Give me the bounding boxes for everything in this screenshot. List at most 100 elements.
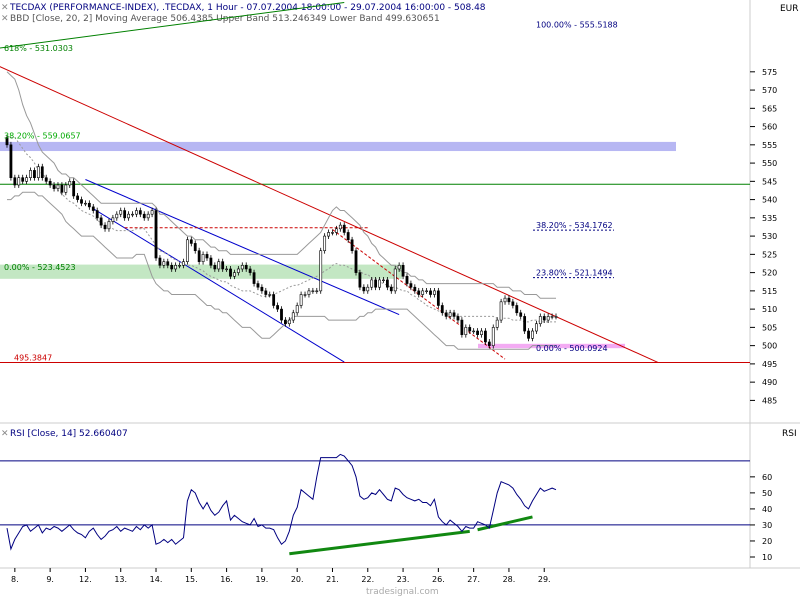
candle (378, 276, 381, 291)
candle-body (107, 221, 111, 230)
candle-body (9, 144, 13, 178)
candle (225, 266, 229, 272)
candle-body (464, 327, 468, 335)
candle-body (417, 290, 421, 295)
candle (252, 269, 256, 287)
candle (346, 229, 350, 243)
price-tick-label: 505 (762, 323, 777, 332)
candle (52, 182, 56, 192)
bb-label: BBD [Close, 20, 2] Moving Average 506.43… (10, 14, 440, 24)
candle-body (531, 330, 534, 339)
rsi-tick-label: 60 (762, 473, 772, 482)
candle-body (13, 177, 17, 186)
candle-body (295, 305, 299, 314)
candle-body (272, 294, 276, 306)
candle (511, 298, 515, 309)
candle-body (48, 181, 52, 186)
price-tick-label: 545 (762, 177, 777, 186)
candle-body (484, 330, 487, 343)
annotation-label: 23.80% - 521.1494 (536, 269, 613, 278)
candle-body (452, 312, 456, 317)
candle (425, 287, 428, 294)
candle (111, 214, 115, 225)
candle-body (52, 184, 56, 189)
candle-body (5, 137, 9, 146)
candle (264, 287, 268, 298)
candle-body (499, 301, 503, 321)
candle-body (84, 202, 87, 205)
candle-body (123, 210, 127, 219)
candle-body (331, 232, 334, 234)
candle (350, 236, 354, 254)
candle (197, 247, 201, 265)
candle-body (33, 170, 36, 178)
candle (193, 240, 197, 254)
rsi-series-line (6, 453, 557, 551)
candle (33, 167, 36, 181)
candle (17, 174, 21, 188)
annotation-label: 618% - 531.0303 (4, 44, 73, 53)
annotation-label: 100.00% - 555.5188 (536, 20, 618, 29)
price-tick-label: 525 (762, 250, 777, 259)
candle (103, 222, 107, 232)
date-tick-label: 29. (538, 575, 551, 584)
candle (95, 207, 99, 221)
candle-body (276, 305, 279, 310)
candle (240, 262, 244, 272)
date-tick-label: 20. (291, 575, 304, 584)
candle-body (64, 184, 68, 193)
candle-body (472, 330, 476, 333)
candle (158, 255, 162, 269)
candle-body (491, 327, 495, 346)
price-tick-label: 500 (762, 342, 777, 351)
candle-body (111, 217, 115, 222)
candle-body (534, 323, 538, 332)
candle (107, 218, 111, 232)
candle-body (440, 305, 444, 314)
candle-body (115, 213, 119, 219)
candle (456, 313, 460, 323)
candle (56, 182, 60, 192)
candle (531, 328, 534, 342)
candle-body (554, 316, 558, 318)
candle-body (119, 210, 123, 215)
candle-body (291, 312, 295, 321)
candle-body (389, 286, 393, 292)
candle-body (468, 327, 472, 332)
candle (217, 258, 221, 272)
candle-body (315, 290, 319, 292)
candle (472, 328, 476, 334)
candle (127, 211, 130, 221)
candle-body (197, 250, 201, 262)
candle-body (429, 290, 432, 295)
candle-body (233, 272, 236, 277)
candle-body (182, 261, 185, 266)
candle-body (252, 272, 256, 284)
candle (280, 306, 283, 323)
candle-body (146, 213, 150, 219)
rsi-tick-label: 30 (762, 521, 772, 530)
candle (327, 229, 330, 240)
candle (9, 141, 13, 181)
candle (87, 200, 91, 210)
date-tick-label: 27. (467, 575, 480, 584)
price-tick-label: 565 (762, 104, 777, 113)
candle (44, 174, 48, 185)
price-tick-label: 490 (762, 378, 777, 387)
candle (315, 287, 319, 294)
candle (284, 317, 287, 327)
candle-body (205, 254, 209, 259)
candle-body (29, 170, 32, 178)
blue-channel-lower (93, 208, 345, 363)
candle (452, 309, 456, 320)
candle (209, 255, 213, 269)
candle (495, 317, 499, 331)
candle-body (193, 243, 197, 252)
candle-body (68, 181, 72, 186)
rsi-tick-label: 50 (762, 489, 772, 498)
watermark: tradesignal.com (366, 587, 439, 597)
candle-body (378, 279, 381, 288)
candle (260, 284, 264, 294)
date-tick-label: 12. (79, 575, 92, 584)
date-tick-label: 19. (256, 575, 269, 584)
